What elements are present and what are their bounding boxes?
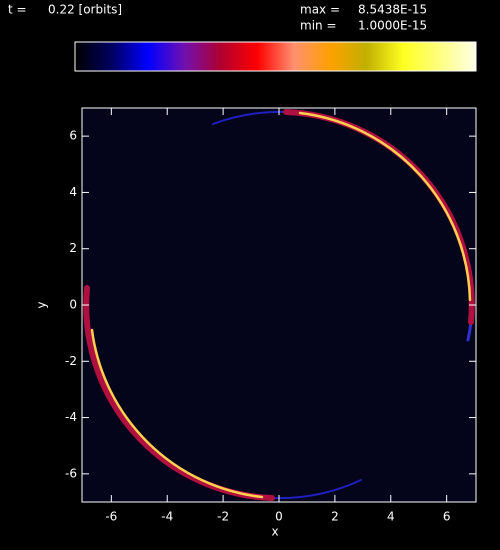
ring	[83, 109, 475, 501]
ring-faint	[212, 110, 287, 125]
y-tick-label: 6	[69, 129, 77, 143]
plot-area	[82, 108, 476, 502]
x-tick-label: -4	[161, 510, 173, 524]
x-tick-label: 0	[275, 510, 283, 524]
x-tick-label: 2	[331, 510, 339, 524]
max-value: 8.5438E-15	[358, 3, 427, 17]
max-label: max =	[300, 3, 340, 17]
x-axis-label: x	[271, 525, 278, 539]
y-tick-label: 0	[69, 298, 77, 312]
ring-core	[298, 111, 472, 302]
y-tick-label: 2	[69, 241, 77, 255]
time-label: t =	[8, 3, 27, 17]
colorbar	[74, 41, 477, 72]
ring-core	[90, 328, 264, 499]
min-label: min =	[300, 19, 337, 33]
time-value: 0.22 [orbits]	[48, 3, 122, 17]
y-tick-label: -4	[65, 410, 77, 424]
x-tick-label: 4	[387, 510, 395, 524]
min-value: 1.0000E-15	[358, 19, 427, 33]
x-tick-label: 6	[443, 510, 451, 524]
x-tick-label: -2	[217, 510, 229, 524]
y-axis-label: y	[35, 301, 49, 308]
y-tick-label: 4	[69, 185, 77, 199]
ring-faint	[271, 479, 362, 500]
y-tick-label: -2	[65, 354, 77, 368]
y-tick-label: -6	[65, 466, 77, 480]
x-tick-label: -6	[105, 510, 117, 524]
